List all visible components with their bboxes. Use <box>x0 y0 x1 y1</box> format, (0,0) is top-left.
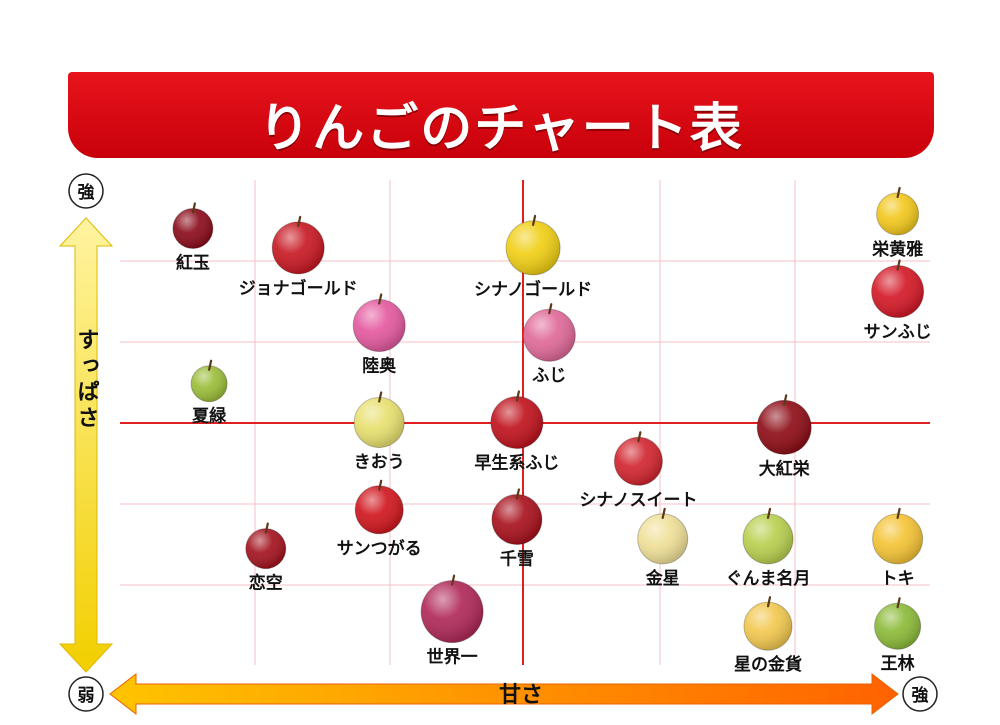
apple-label: 世界一 <box>427 648 478 668</box>
apple-point-10: 大紅栄 <box>756 394 812 479</box>
apple-point-19: 星の金貨 <box>734 596 802 675</box>
apple-shine <box>874 603 921 650</box>
apple-shine <box>354 397 405 448</box>
apple-point-4: シナノゴールド <box>474 214 592 300</box>
apple-label: サンつがる <box>337 538 422 559</box>
apple-stem <box>896 186 901 199</box>
apple-point-5: ふじ <box>522 303 576 386</box>
apple-point-1: ジョナゴールド <box>239 215 358 299</box>
apple-stem <box>531 214 537 226</box>
origin-label: 弱 <box>78 686 95 706</box>
apple-label: 王林 <box>881 653 915 674</box>
apple-stem <box>766 596 772 608</box>
apple-point-0: 紅玉 <box>172 202 214 274</box>
apple-point-3: 夏緑 <box>190 359 228 427</box>
apple-stem <box>896 507 901 520</box>
apple-shine <box>490 396 543 449</box>
apple-shine <box>523 309 576 362</box>
apple-stem <box>297 215 302 227</box>
apple-label: シナノゴールド <box>474 279 592 300</box>
apple-point-20: 王林 <box>874 597 922 674</box>
apple-stem <box>264 522 269 534</box>
apple-shine <box>355 485 404 534</box>
apple-label: 千雪 <box>500 550 534 570</box>
apple-shine <box>876 192 919 235</box>
x-axis-title: 甘さ <box>499 683 543 708</box>
apple-point-15: 金星 <box>637 507 689 589</box>
x-right-badge <box>902 676 938 712</box>
y-top-badge <box>68 173 104 209</box>
apple-point-13: 千雪 <box>491 488 543 570</box>
apple-label: 夏緑 <box>192 406 227 427</box>
apple-label: 紅玉 <box>176 253 210 274</box>
apple-stem <box>766 507 772 520</box>
apple-point-2: 陸奥 <box>352 293 406 377</box>
y-top-label: 強 <box>78 182 95 203</box>
apple-stem <box>896 597 901 609</box>
apple-shine <box>245 528 286 569</box>
apple-stem <box>515 488 521 500</box>
apple-shine <box>743 513 793 564</box>
apple-stem <box>661 507 666 520</box>
apple-point-8: きおう <box>353 391 405 473</box>
apple-label: 恋空 <box>249 573 283 594</box>
apple-stem <box>208 359 213 371</box>
apple-point-7: サンふじ <box>864 259 932 343</box>
apple-stem <box>548 303 553 315</box>
apple-shine <box>872 513 923 564</box>
page-title: りんごのチャート表 <box>258 99 744 159</box>
apple-label: サンふじ <box>864 323 932 343</box>
apple-label: きおう <box>354 453 405 473</box>
apple-point-6: 栄黄雅 <box>871 186 923 260</box>
apple-label: 大紅栄 <box>759 458 811 479</box>
apple-point-18: 世界一 <box>420 574 484 668</box>
apple-stem <box>515 390 521 402</box>
apple-point-9: 早生系ふじ <box>474 390 559 474</box>
apple-stem <box>637 431 642 443</box>
apple-shine <box>871 265 924 318</box>
apple-stem <box>451 574 456 586</box>
apple-shine <box>272 221 325 274</box>
apple-stem <box>378 391 383 403</box>
apple-label: ふじ <box>532 366 566 386</box>
apple-label: シナノスイート <box>579 490 697 510</box>
apple-shine <box>191 365 228 402</box>
apple-shine <box>172 208 213 249</box>
apple-label: トキ <box>881 569 915 589</box>
apple-label: ジョナゴールド <box>239 278 358 299</box>
apple-label: 星の金貨 <box>734 654 802 675</box>
origin-badge <box>68 676 104 712</box>
apple-stem <box>378 479 383 491</box>
apple-stem <box>378 293 383 305</box>
apple-point-17: トキ <box>872 507 924 589</box>
apple-label: ぐんま名月 <box>726 568 811 589</box>
y-axis-arrow <box>58 217 114 673</box>
apple-shine <box>506 220 561 275</box>
apple-shine <box>614 437 663 486</box>
x-right-label: 強 <box>912 685 929 706</box>
title-banner: りんごのチャート表 <box>68 72 934 159</box>
apple-stem <box>783 394 788 406</box>
apple-label: 陸奥 <box>362 356 397 377</box>
apple-point-11: シナノスイート <box>579 431 697 510</box>
apple-shine <box>757 400 812 455</box>
apple-label: 栄黄雅 <box>871 239 923 260</box>
y-axis-title: すっぱさ <box>74 328 99 432</box>
apple-label: 早生系ふじ <box>474 453 559 474</box>
apple-point-12: サンつがる <box>337 479 422 559</box>
apple-shine <box>637 513 688 564</box>
x-axis-arrow <box>109 672 899 716</box>
apple-shine <box>491 494 542 545</box>
apple-stem <box>191 202 196 214</box>
apple-shine <box>421 580 484 643</box>
apple-shine <box>353 299 406 352</box>
apple-label: 金星 <box>645 568 680 589</box>
apple-shine <box>744 602 792 651</box>
apple-stem <box>896 259 901 271</box>
apple-point-16: ぐんま名月 <box>726 507 811 589</box>
apple-point-14: 恋空 <box>245 522 287 594</box>
